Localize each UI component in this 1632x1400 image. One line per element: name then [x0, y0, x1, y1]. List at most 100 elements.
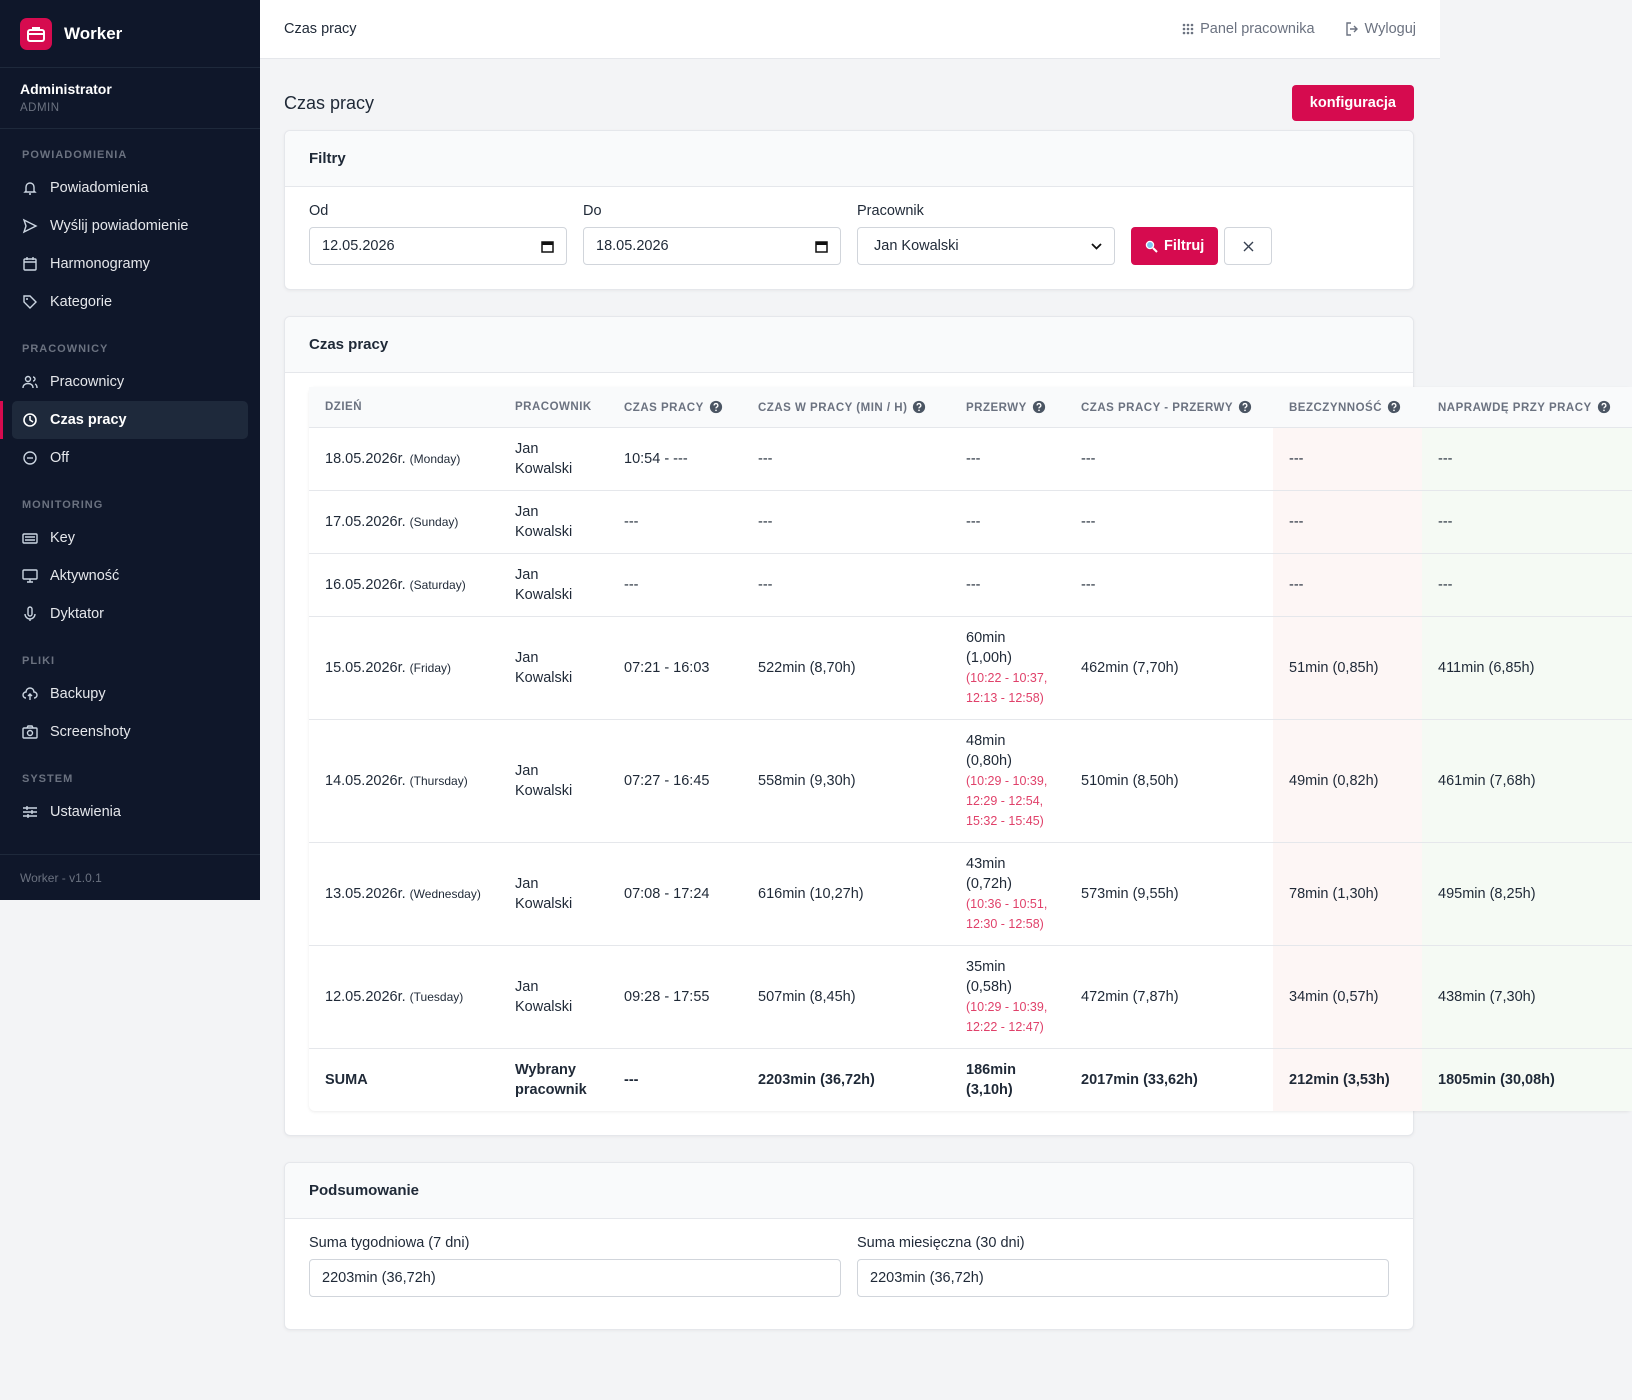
- nav-item[interactable]: Off: [12, 439, 248, 477]
- weekday: (Saturday): [409, 578, 466, 592]
- top-links: Panel pracownika Wyloguj: [1182, 21, 1416, 37]
- cell-net-time: ---: [1065, 427, 1273, 490]
- link-text: Panel pracownika: [1200, 21, 1315, 37]
- net-time: ---: [1081, 577, 1096, 593]
- nav-item[interactable]: Wyślij powiadomienie: [12, 207, 248, 245]
- idle: ---: [1289, 577, 1304, 593]
- cell-day: 18.05.2026r. (Monday): [309, 427, 499, 490]
- cell-active-time: ---: [1422, 490, 1632, 553]
- icon: [22, 687, 38, 700]
- sum-row: SUMA Wybrany pracownik --- 2203min (36,72h)…: [309, 1048, 1632, 1111]
- input-value: 2203min (36,72h): [322, 1270, 436, 1286]
- date-input[interactable]: 18.05.2026: [583, 227, 841, 265]
- nav-label: Wyślij powiadomienie: [50, 218, 189, 234]
- filter-button[interactable]: Filtruj: [1131, 227, 1219, 265]
- icon: [23, 257, 37, 271]
- cell-net-time: 462min (7,70h): [1065, 616, 1273, 719]
- nav-item[interactable]: Powiadomienia: [12, 169, 248, 207]
- button-text: Filtruj: [1164, 238, 1205, 254]
- weekday: (Wednesday): [409, 887, 481, 901]
- icon: [22, 218, 38, 234]
- cell-time-at_work: 507min (8,45h): [742, 945, 950, 1048]
- main: Czas pracy konfiguracja Filtry Od 12.05.…: [284, 84, 1632, 1330]
- active-time: ---: [1438, 577, 1453, 593]
- panel-link[interactable]: Panel pracownika: [1182, 21, 1315, 37]
- table-row: 15.05.2026r. (Friday) Jan Kowalski 07:21 -…: [309, 616, 1632, 719]
- icon: [22, 569, 38, 583]
- day: 15.05.2026r.: [325, 660, 406, 676]
- select-value: Jan Kowalski: [874, 238, 959, 254]
- time-at_work: ---: [758, 514, 773, 530]
- icon: [22, 725, 38, 739]
- cell-active-time: ---: [1422, 553, 1632, 616]
- table-row: 16.05.2026r. (Saturday) Jan Kowalski --- --…: [309, 553, 1632, 616]
- idle: 34min (0,57h): [1289, 989, 1379, 1005]
- nav-item[interactable]: Dyktator: [12, 595, 248, 633]
- column-header: PRACOWNIK: [499, 387, 608, 427]
- brand[interactable]: Worker: [0, 0, 260, 68]
- icon: [23, 806, 37, 818]
- page-title: Czas pracy: [284, 92, 375, 113]
- active-time: 411min (6,85h): [1438, 660, 1535, 676]
- sum-label: SUMA: [325, 1072, 368, 1088]
- nav-item[interactable]: Screenshoty: [12, 713, 248, 751]
- nav-item[interactable]: Kategorie: [12, 283, 248, 321]
- work-time: 10:54 - ---: [624, 451, 688, 467]
- break-details: (10:36 - 10:51, 12:30 - 12:58): [966, 897, 1048, 931]
- date-input[interactable]: 12.05.2026: [309, 227, 567, 265]
- work-time: ---: [624, 514, 639, 530]
- nav-item[interactable]: Aktywność: [12, 557, 248, 595]
- input-value: 18.05.2026: [596, 238, 669, 254]
- employee: Jan Kowalski: [515, 763, 573, 799]
- work-time: ---: [624, 1072, 639, 1088]
- select[interactable]: Jan Kowalski: [857, 227, 1115, 265]
- cell-time-at_work: ---: [742, 490, 950, 553]
- cell-work-time: 07:08 - 17:24: [608, 842, 742, 945]
- table-row: 17.05.2026r. (Sunday) Jan Kowalski --- --- -…: [309, 490, 1632, 553]
- icon: [22, 533, 38, 544]
- filter-actions: Filtruj: [1131, 227, 1273, 265]
- user-box: Administrator ADMIN: [0, 68, 260, 129]
- field: Suma tygodniowa (7 dni) 2203min (36,72h): [309, 1235, 841, 1297]
- table-row: 12.05.2026r. (Tuesday) Jan Kowalski 09:28 …: [309, 945, 1632, 1048]
- breaks: 35min (0,58h): [966, 959, 1012, 995]
- nav-item[interactable]: Czas pracy: [0, 401, 248, 439]
- cell-idle: 34min (0,57h): [1273, 945, 1422, 1048]
- clear-button[interactable]: [1224, 227, 1273, 265]
- nav-item[interactable]: Ustawienia: [12, 793, 248, 831]
- employee: Jan Kowalski: [515, 979, 573, 1015]
- net-time: ---: [1081, 514, 1096, 530]
- active-time: 495min (8,25h): [1438, 886, 1536, 902]
- filters-body: Od 12.05.2026 Do 18.05.2026 Pracownik Ja…: [285, 187, 1413, 289]
- field: Od 12.05.2026: [309, 203, 567, 265]
- field-label: Suma tygodniowa (7 dni): [309, 1235, 470, 1251]
- header-text: CZAS W PRACY (MIN / H): [758, 402, 908, 414]
- icon: [1597, 400, 1610, 414]
- field: Do 18.05.2026: [583, 203, 841, 265]
- net-time: 462min (7,70h): [1081, 660, 1179, 676]
- nav-item[interactable]: Pracownicy: [12, 363, 248, 401]
- weekday: (Thursday): [409, 774, 468, 788]
- card-title: Podsumowanie: [285, 1163, 1413, 1219]
- table-wrap: DZIEŃ PRACOWNIK CZAS PRACY CZAS W PRACY (MI…: [285, 373, 1632, 1135]
- summary-body: Suma tygodniowa (7 dni) 2203min (36,72h) …: [285, 1219, 1413, 1329]
- nav-item[interactable]: Backupy: [12, 675, 248, 713]
- cell-breaks: 43min (0,72h) (10:36 - 10:51, 12:30 - 12…: [950, 842, 1065, 945]
- cell-day: 12.05.2026r. (Tuesday): [309, 945, 499, 1048]
- column-header: BEZCZYNNOŚĆ: [1273, 387, 1422, 427]
- employee: Jan Kowalski: [515, 441, 573, 477]
- nav-item[interactable]: Harmonogramy: [12, 245, 248, 283]
- cell-employee: Jan Kowalski: [499, 490, 608, 553]
- time-at_work: 2203min (36,72h): [758, 1072, 875, 1088]
- cell-employee: Jan Kowalski: [499, 719, 608, 842]
- day: 16.05.2026r.: [325, 577, 406, 593]
- config-button[interactable]: konfiguracja: [1291, 85, 1414, 121]
- cell-time-at_work: 522min (8,70h): [742, 616, 950, 719]
- time-at_work: ---: [758, 451, 773, 467]
- logout-link[interactable]: Wyloguj: [1345, 21, 1416, 37]
- icon: [709, 400, 722, 414]
- nav-section-title: PLIKI: [22, 655, 56, 667]
- nav-item[interactable]: Key: [12, 519, 248, 557]
- cell-net-time: ---: [1065, 553, 1273, 616]
